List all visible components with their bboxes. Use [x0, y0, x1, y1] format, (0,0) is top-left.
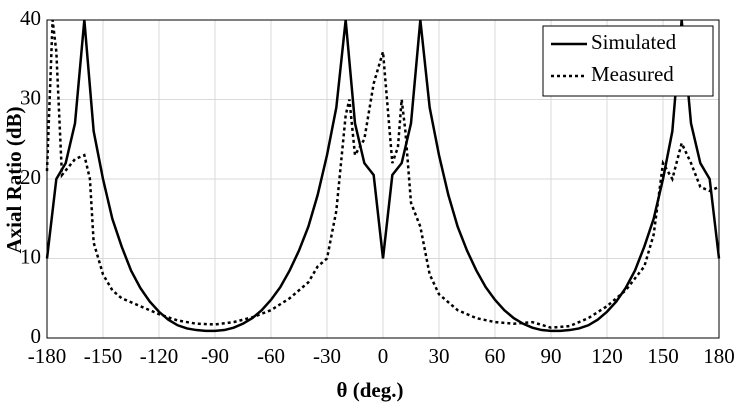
x-tick-label: 0 [378, 344, 389, 368]
y-tick-label: 0 [31, 324, 42, 348]
x-tick-label: -90 [201, 344, 229, 368]
legend-label: Simulated [591, 30, 677, 54]
y-axis-label: Axial Ratio (dB) [2, 106, 26, 253]
x-tick-label: -180 [28, 344, 67, 368]
y-tick-label: 30 [20, 85, 41, 109]
legend-label: Measured [591, 62, 674, 86]
y-tick-label: 10 [20, 244, 41, 268]
legend-box [542, 25, 714, 97]
x-tick-label: -60 [257, 344, 285, 368]
x-tick-label: 90 [541, 344, 562, 368]
x-tick-label: 180 [703, 344, 735, 368]
plot-frame [46, 19, 720, 339]
x-tick-label: -120 [140, 344, 179, 368]
y-tick-label: 40 [20, 6, 41, 30]
x-axis-label: θ (deg.) [337, 378, 404, 402]
x-tick-label: 120 [591, 344, 623, 368]
x-tick-label: 150 [647, 344, 679, 368]
data-line [45, 19, 721, 333]
x-tick-label: 60 [485, 344, 506, 368]
x-tick-label: 30 [429, 344, 450, 368]
x-tick-label: -30 [313, 344, 341, 368]
y-tick-label: 20 [20, 165, 41, 189]
x-tick-label: -150 [84, 344, 123, 368]
data-line [45, 19, 720, 329]
